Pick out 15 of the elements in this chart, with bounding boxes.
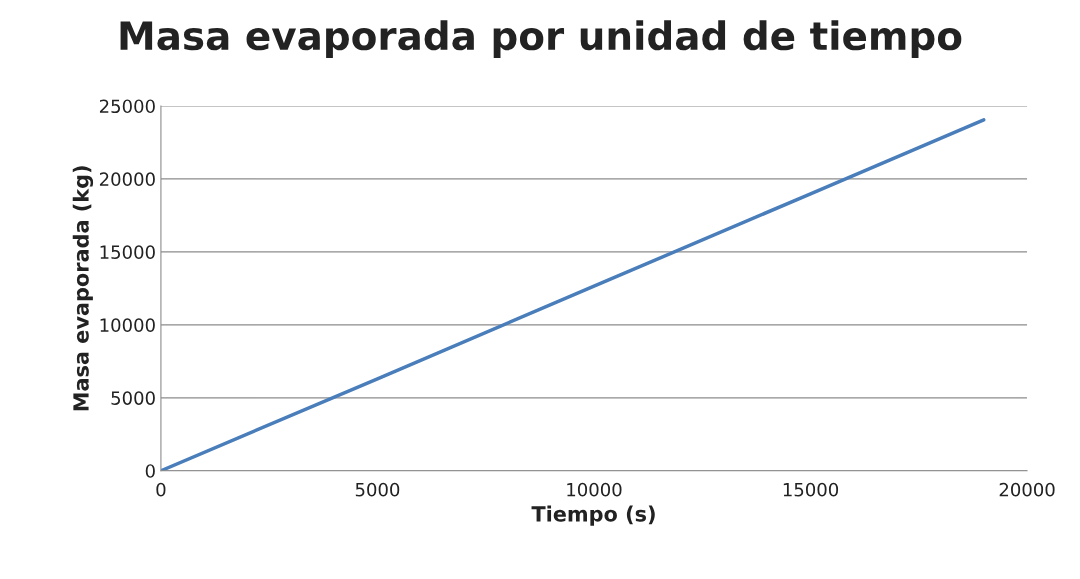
y-tick-label: 10000	[100, 318, 155, 332]
y-tick-label: 20000	[99, 172, 155, 187]
x-axis-title: Tiempo (s)	[531, 505, 655, 526]
y-tick-label: 5000	[111, 391, 155, 405]
y-tick-label: 15000	[100, 245, 155, 259]
chart-title: Masa evaporada por unidad de tiempo	[120, 20, 962, 58]
x-tick-label: 15000	[783, 482, 839, 497]
x-tick-label: 10000	[567, 482, 622, 497]
x-tick-label: 20000	[999, 482, 1055, 497]
y-tick-label: 0	[145, 464, 155, 478]
y-axis-title: Masa evaporada (kg)	[72, 166, 94, 411]
line-series	[160, 118, 986, 471]
y-tick-label: 25000	[99, 99, 155, 114]
x-tick-label: 5000	[355, 482, 400, 497]
x-tick-label: 0	[156, 482, 166, 497]
